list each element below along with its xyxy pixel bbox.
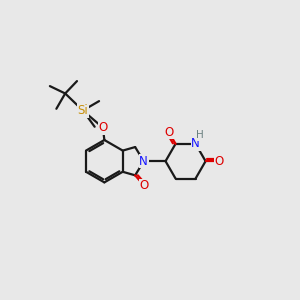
Text: O: O <box>140 179 149 192</box>
Text: N: N <box>140 155 148 168</box>
Text: O: O <box>98 121 107 134</box>
Text: N: N <box>191 137 200 150</box>
Text: O: O <box>164 126 173 139</box>
Text: H: H <box>196 130 204 140</box>
Text: Si: Si <box>77 104 88 117</box>
Text: O: O <box>214 155 224 168</box>
